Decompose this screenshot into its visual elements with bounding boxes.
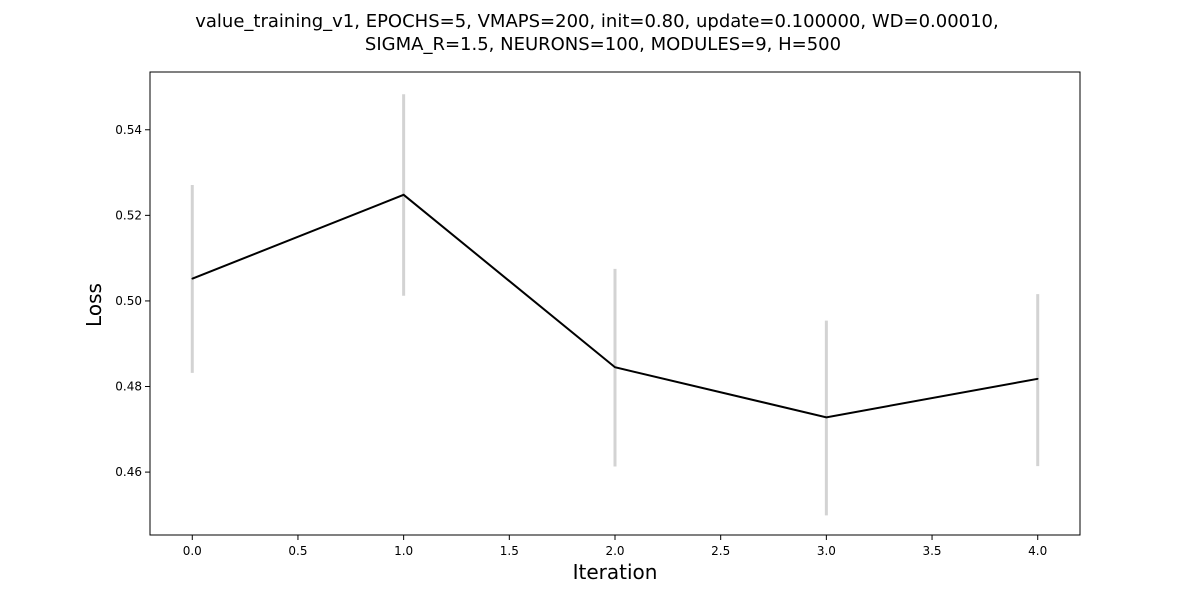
x-axis-label: Iteration	[573, 560, 658, 584]
y-tick-label-1: 0.48	[115, 380, 142, 394]
x-tick-label-2: 1.0	[394, 544, 413, 558]
x-tick-label-0: 0.0	[183, 544, 202, 558]
x-tick-label-5: 2.5	[711, 544, 730, 558]
x-tick-label-8: 4.0	[1028, 544, 1047, 558]
data-point-4	[1036, 378, 1039, 380]
y-tick-label-2: 0.50	[115, 294, 142, 308]
chart-title-line-2: SIGMA_R=1.5, NEURONS=100, MODULES=9, H=5…	[365, 34, 841, 55]
y-tick-label-0: 0.46	[115, 465, 142, 479]
x-tick-label-3: 1.5	[500, 544, 519, 558]
y-tick-label-3: 0.52	[115, 208, 142, 222]
data-point-3	[825, 416, 828, 419]
plot-area: 0.0 0.5 1.0 1.5 2.0 2.5 3.0 3.5 4.0 0.46 0.48 0.50 0…	[115, 71, 1081, 558]
data-point-1	[402, 194, 405, 196]
y-tick-label-4: 0.54	[115, 123, 142, 137]
chart-title-line-1: value_training_v1, EPOCHS=5, VMAPS=200, …	[195, 11, 998, 32]
x-tick-label-7: 3.5	[922, 544, 941, 558]
y-axis-label: Loss	[82, 283, 106, 327]
x-tick-label-6: 3.0	[817, 544, 836, 558]
x-tick-label-1: 0.5	[288, 544, 307, 558]
data-point-2	[614, 366, 616, 369]
data-point-0	[191, 277, 194, 280]
x-tick-label-4: 2.0	[605, 544, 624, 558]
